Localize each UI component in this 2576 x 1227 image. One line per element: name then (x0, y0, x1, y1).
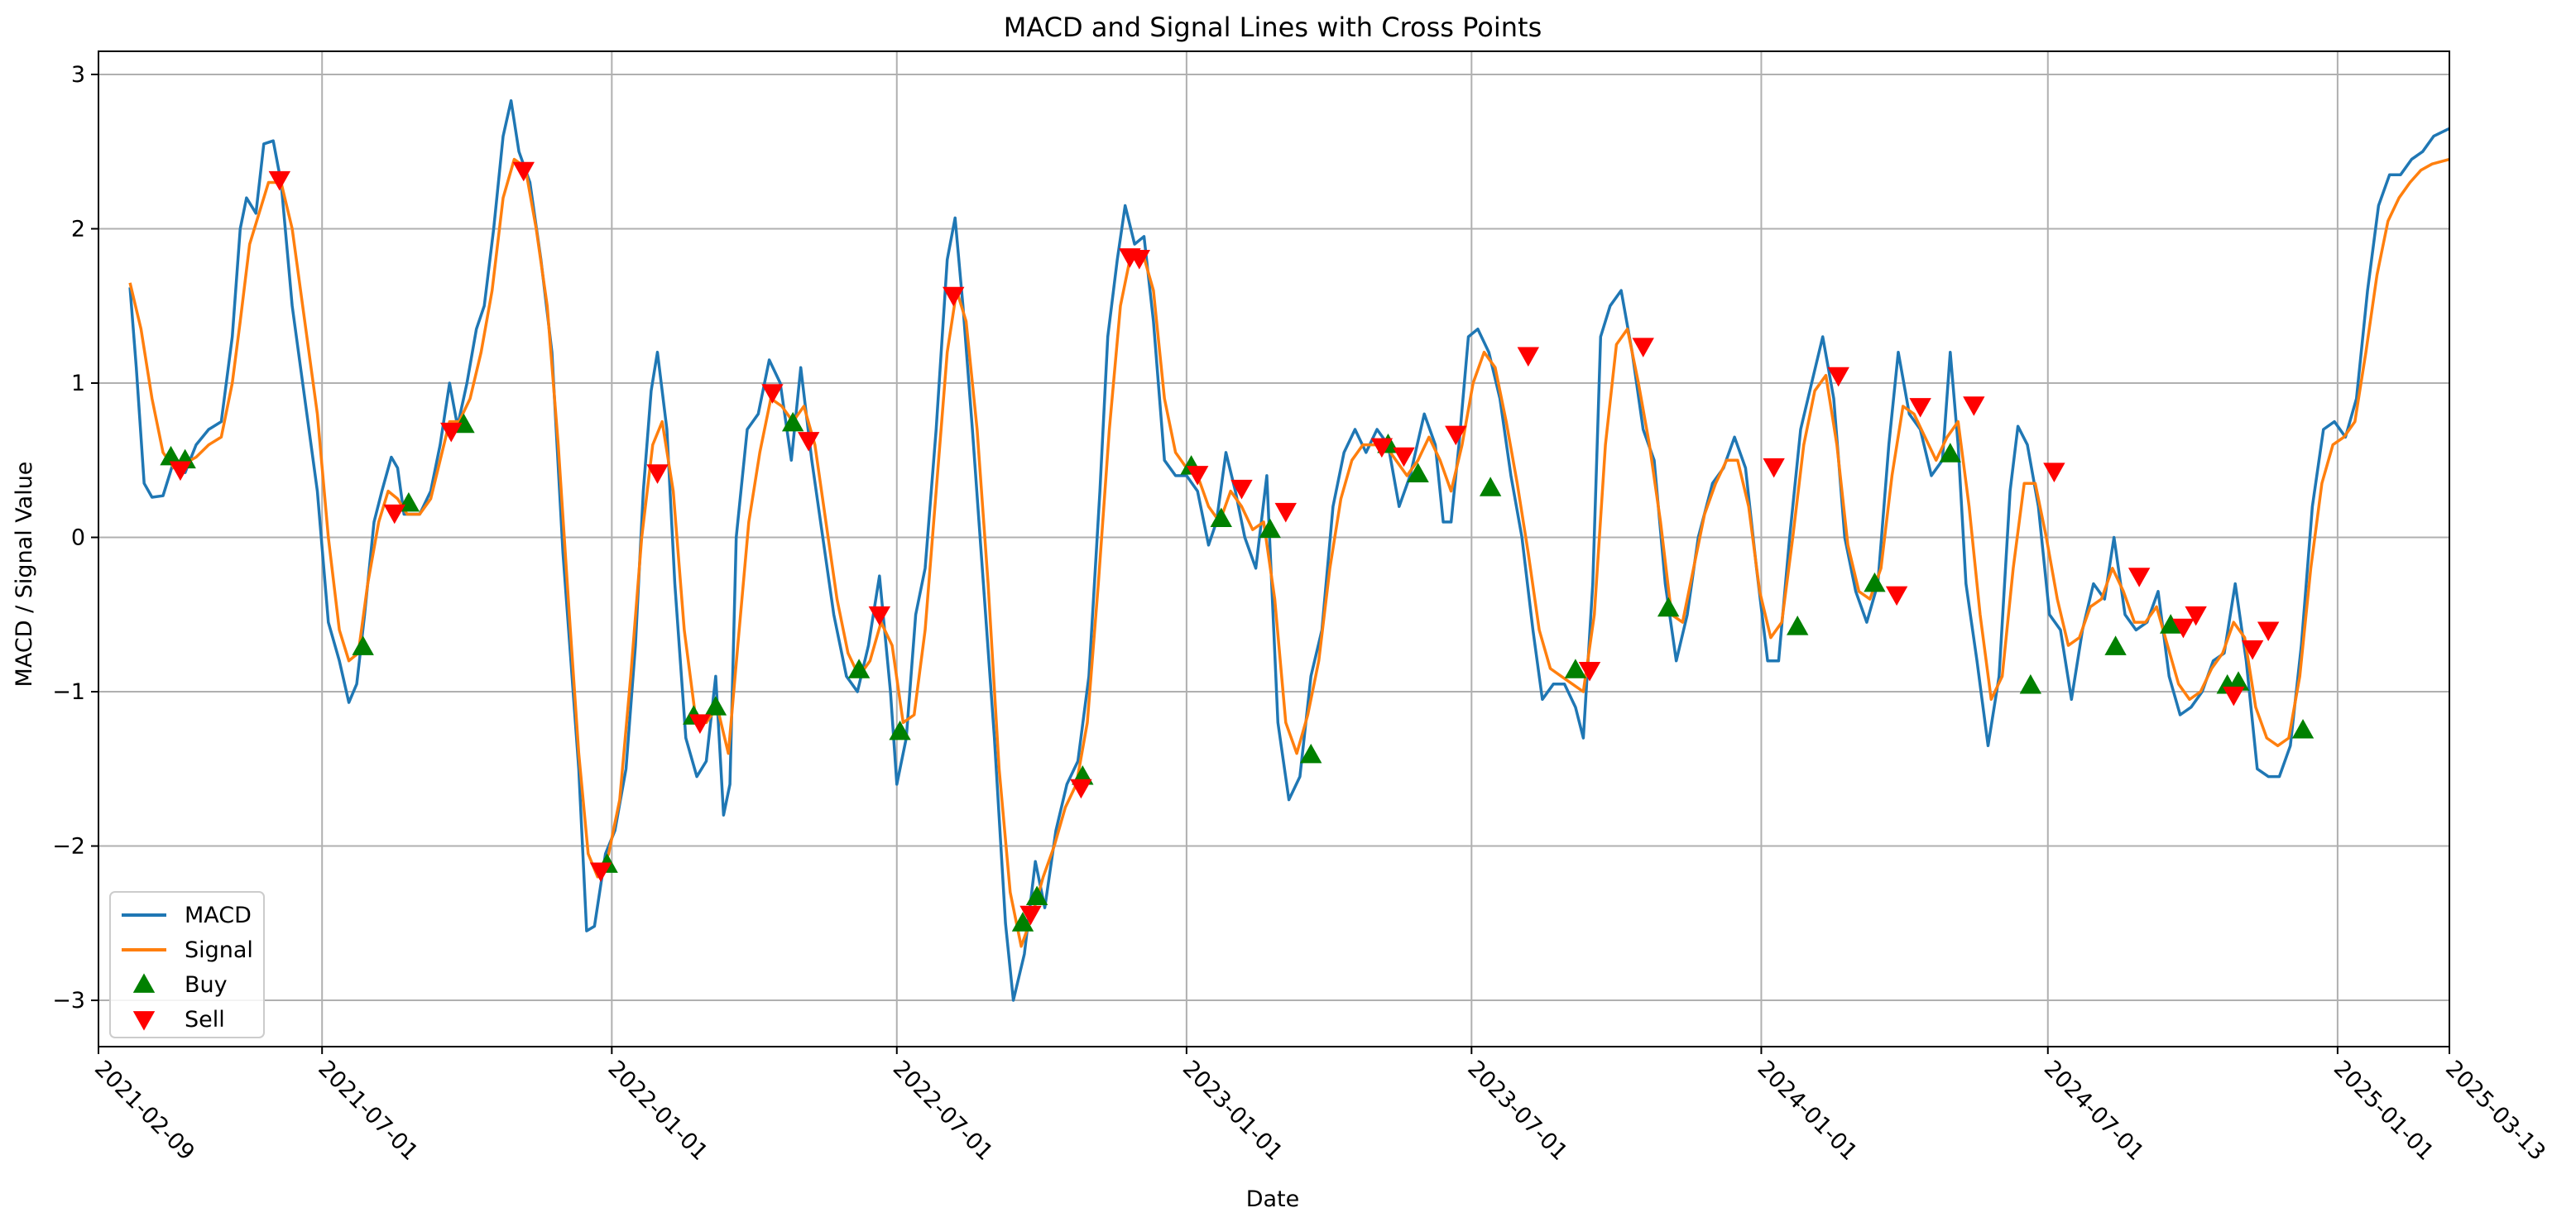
buy-marker (1407, 463, 1429, 482)
buy-marker (2104, 635, 2127, 655)
series-layer (128, 98, 2450, 1002)
buy-marker (781, 411, 804, 432)
sell-marker (2223, 686, 2245, 707)
buy-marker (1564, 659, 1587, 678)
y-axis-title: MACD / Signal Value (12, 462, 37, 688)
sell-marker (2257, 621, 2280, 642)
buy-marker (2291, 719, 2315, 739)
y-tick-label: 2 (71, 216, 85, 242)
series-line-signal (128, 157, 2450, 948)
sell-marker (646, 464, 669, 484)
sell-marker (2241, 640, 2264, 660)
sell-marker (1578, 662, 1601, 682)
buy-marker (1479, 477, 1502, 496)
sell-marker (268, 170, 291, 191)
sell-marker (1128, 250, 1151, 270)
sell-marker (1187, 466, 1209, 486)
sell-marker (1274, 502, 1297, 523)
legend-label-buy: Buy (185, 972, 228, 998)
legend-label-sell: Sell (185, 1007, 225, 1033)
legend-label-signal: Signal (185, 937, 253, 963)
sell-marker (1963, 396, 1985, 416)
sell-marker (761, 384, 784, 404)
buy-marker (1657, 597, 1680, 617)
sell-marker (169, 461, 192, 482)
sell-marker (1517, 347, 1540, 367)
sell-marker (2043, 463, 2065, 482)
marker-layer (160, 161, 2315, 932)
sell-marker (512, 161, 535, 182)
buy-marker (1300, 743, 1322, 764)
buy-marker (1025, 885, 1048, 905)
chart-title: MACD and Signal Lines with Cross Points (1004, 12, 1542, 43)
y-tick-label: −3 (52, 988, 85, 1014)
sell-marker (383, 504, 405, 525)
sell-marker (1909, 398, 1931, 418)
y-tick-label: 0 (71, 525, 85, 551)
sell-marker (943, 286, 965, 307)
sell-marker (1070, 779, 1092, 799)
sell-marker (1370, 438, 1394, 458)
y-tick-label: 3 (71, 62, 85, 88)
buy-marker (1939, 443, 1961, 463)
buy-marker (1259, 518, 1281, 539)
plot-frame (98, 50, 2450, 1047)
y-tick-label: −1 (52, 679, 85, 705)
sell-marker (1885, 586, 1908, 606)
sell-marker (1393, 447, 1415, 467)
sell-marker (1632, 338, 1654, 357)
buy-marker (352, 635, 374, 655)
y-tick-label: −2 (52, 834, 85, 860)
legend-box (109, 891, 265, 1038)
sell-marker (2185, 606, 2207, 626)
legend-label-macd: MACD (185, 903, 252, 928)
buy-marker (2019, 673, 2042, 694)
sell-marker (589, 862, 612, 883)
buy-marker (1210, 507, 1232, 528)
sell-marker (1763, 458, 1785, 478)
buy-marker (847, 659, 871, 678)
buy-marker (160, 445, 182, 466)
legend-swatch-sell (132, 1011, 156, 1031)
buy-marker (2227, 671, 2250, 691)
x-axis-title: Date (1246, 1186, 1300, 1212)
sell-marker (868, 606, 891, 626)
legend: MACD Signal Buy Sell (109, 891, 265, 1038)
legend-swatch-buy (132, 973, 156, 993)
buy-marker (2159, 614, 2182, 634)
buy-marker (889, 720, 911, 741)
sell-marker (1230, 479, 1253, 500)
sell-marker (2172, 618, 2195, 639)
sell-marker (1019, 905, 1042, 926)
buy-marker (1864, 572, 1886, 592)
sell-marker (797, 432, 820, 452)
sell-marker (1445, 425, 1467, 446)
y-tick-label: 1 (71, 371, 85, 396)
buy-marker (1011, 912, 1034, 932)
sell-marker (2127, 568, 2151, 587)
buy-marker (1787, 616, 1809, 635)
sell-marker (1827, 367, 1849, 387)
series-line-macd (128, 98, 2450, 1002)
sell-marker (440, 422, 463, 443)
buy-marker (704, 696, 727, 716)
sell-marker (688, 714, 712, 734)
